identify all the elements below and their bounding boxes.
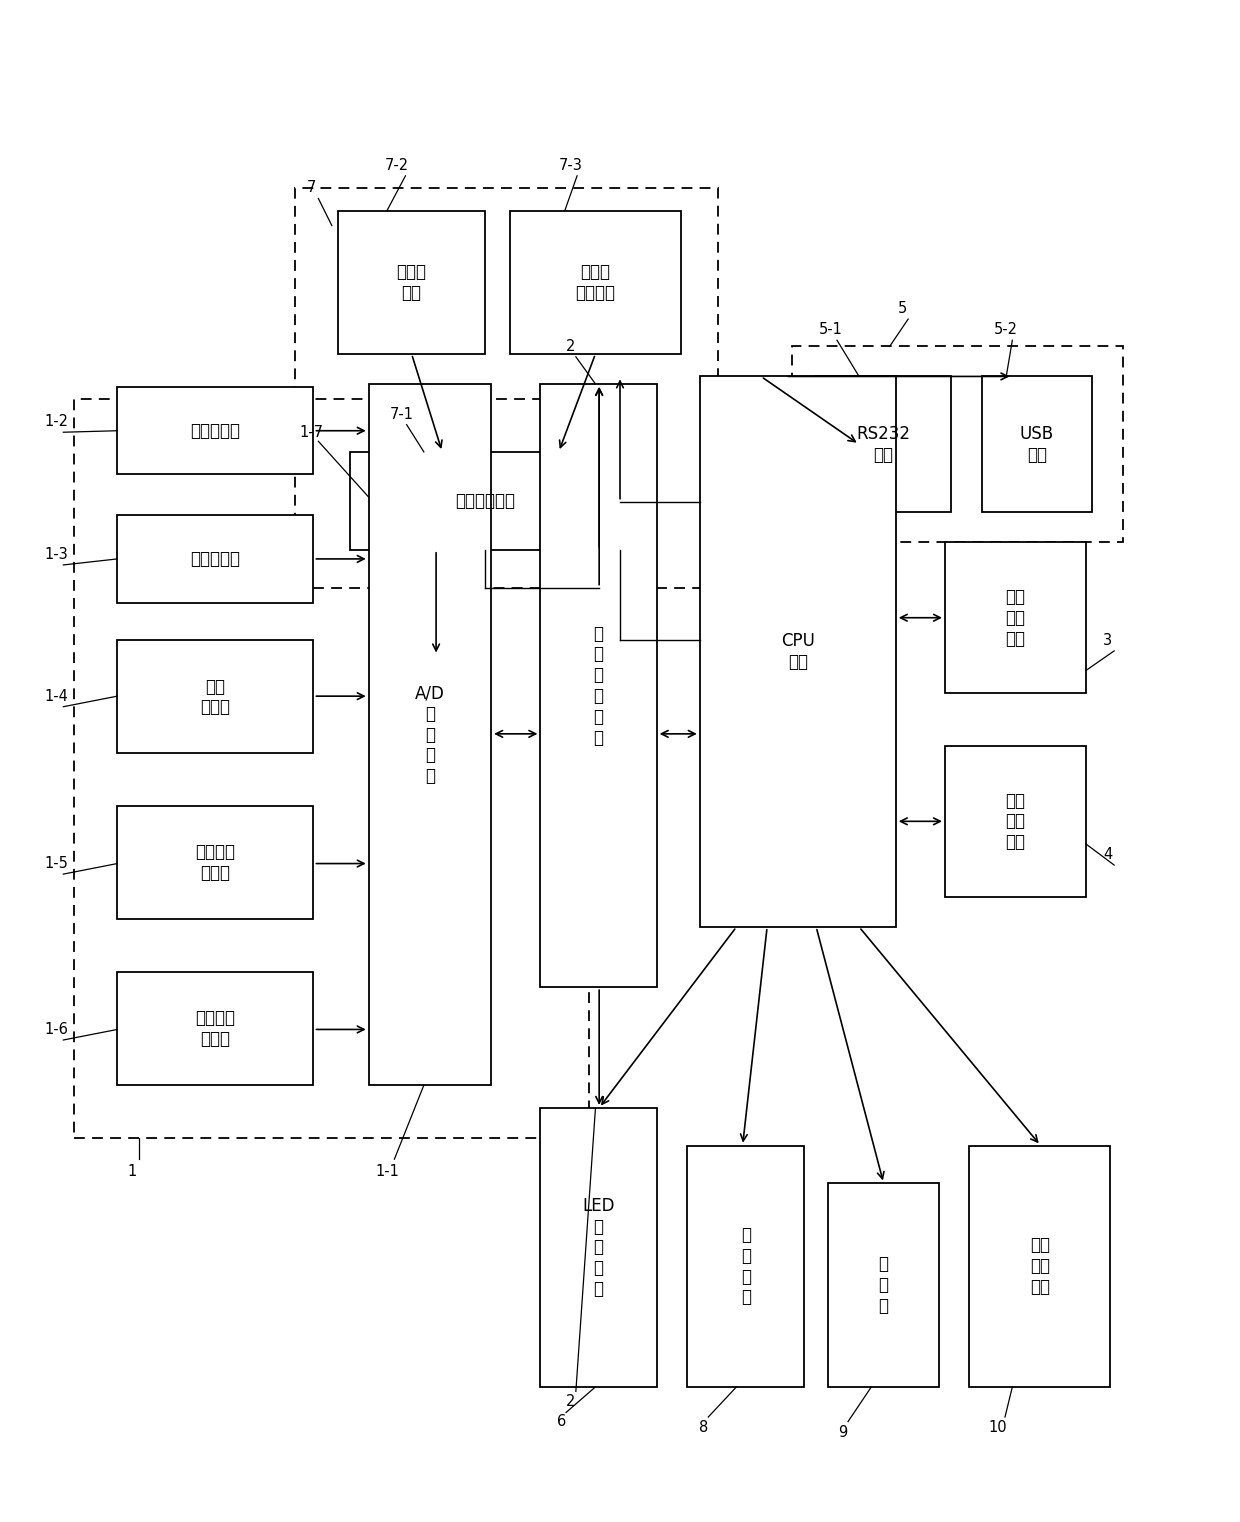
Text: 电源管理模块: 电源管理模块	[455, 492, 515, 510]
Bar	[118, 641, 314, 753]
Bar	[699, 376, 895, 927]
Text: 1-1: 1-1	[376, 1164, 399, 1178]
Bar	[828, 1183, 939, 1387]
Text: RS232
接口: RS232 接口	[857, 425, 910, 464]
Text: 5: 5	[898, 301, 906, 317]
Text: 数
据
采
集
模
块: 数 据 采 集 模 块	[594, 624, 604, 747]
Text: 大气压力
传感器: 大气压力 传感器	[196, 1009, 236, 1049]
Text: 6: 6	[557, 1414, 565, 1429]
Text: 数据
存储
单元: 数据 存储 单元	[1006, 587, 1025, 647]
Bar	[74, 399, 589, 1138]
Bar	[350, 452, 620, 549]
Text: 9: 9	[838, 1425, 848, 1440]
Bar	[368, 384, 491, 1085]
Bar	[816, 376, 951, 513]
Text: 2: 2	[567, 339, 575, 353]
Text: 7-1: 7-1	[389, 406, 414, 422]
Text: 温度
传感器: 温度 传感器	[201, 677, 231, 717]
Text: 1-3: 1-3	[45, 546, 68, 562]
Text: 8: 8	[699, 1420, 708, 1435]
Text: 光照强度
传感器: 光照强度 传感器	[196, 843, 236, 883]
Text: 7-3: 7-3	[559, 158, 583, 174]
Bar	[945, 746, 1086, 896]
Bar	[945, 542, 1086, 693]
Bar	[970, 1146, 1111, 1387]
Text: 1-2: 1-2	[43, 414, 68, 429]
Bar	[687, 1146, 804, 1387]
Text: 告警
提示
单元: 告警 提示 单元	[1030, 1236, 1050, 1297]
Bar	[510, 210, 681, 353]
Bar	[118, 807, 314, 919]
Text: 7: 7	[306, 181, 316, 195]
Text: 1: 1	[128, 1164, 136, 1178]
Bar	[118, 387, 314, 475]
Bar	[118, 973, 314, 1085]
Text: 1-5: 1-5	[45, 855, 68, 871]
Bar	[791, 347, 1122, 542]
Text: 温度传感器: 温度传感器	[191, 549, 241, 568]
Bar	[982, 376, 1092, 513]
Text: A/D
转
换
电
路: A/D 转 换 电 路	[415, 683, 445, 785]
Text: 2: 2	[567, 1394, 575, 1409]
Text: 7-2: 7-2	[384, 158, 409, 174]
Text: 处
理
器: 处 理 器	[879, 1256, 889, 1315]
Text: 1-4: 1-4	[45, 688, 68, 703]
Text: 太阳能
充电电池: 太阳能 充电电池	[575, 263, 615, 301]
Bar	[541, 1108, 657, 1387]
Text: LED
显
示
单
元: LED 显 示 单 元	[583, 1196, 615, 1298]
Bar	[339, 210, 485, 353]
Text: 可充电
电池: 可充电 电池	[397, 263, 427, 301]
Bar	[541, 384, 657, 988]
Text: 气敏传感器: 气敏传感器	[191, 422, 241, 440]
Text: 10: 10	[988, 1420, 1007, 1435]
Text: 1-6: 1-6	[45, 1021, 68, 1036]
Text: 5-2: 5-2	[994, 323, 1018, 338]
Text: USB
接口: USB 接口	[1019, 425, 1054, 464]
Text: CPU
模块: CPU 模块	[781, 632, 815, 671]
Bar	[295, 187, 718, 587]
Text: 1-7: 1-7	[299, 425, 322, 440]
Text: 3: 3	[1104, 633, 1112, 648]
Text: 计
时
模
块: 计 时 模 块	[740, 1227, 750, 1306]
Text: 4: 4	[1104, 848, 1112, 861]
Bar	[118, 514, 314, 603]
Text: 数据
下载
单元: 数据 下载 单元	[1006, 791, 1025, 851]
Text: 5-1: 5-1	[818, 323, 843, 338]
